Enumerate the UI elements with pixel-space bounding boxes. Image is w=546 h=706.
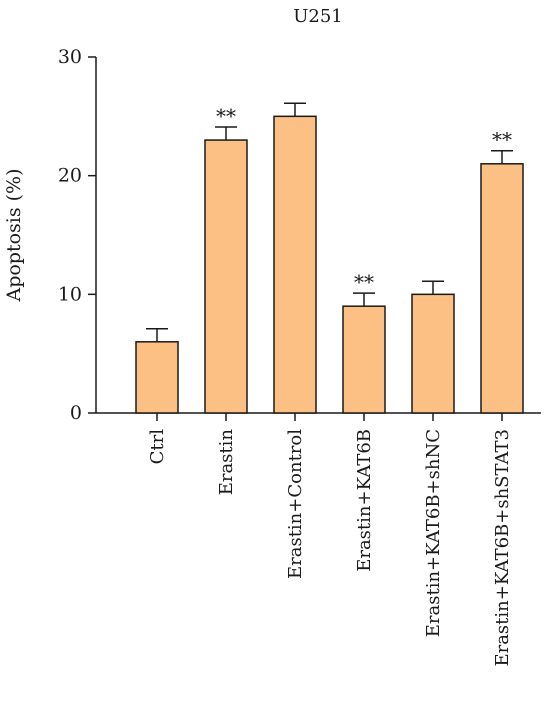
x-tick-label: Erastin+Control xyxy=(285,429,306,579)
x-tick-label: Erastin+KAT6B xyxy=(354,429,375,572)
y-tick-label: 20 xyxy=(58,165,82,187)
x-tick-label: Erastin+KAT6B+shNC xyxy=(423,429,444,637)
bar xyxy=(135,341,179,414)
bars-group xyxy=(135,102,524,414)
y-tick-label: 0 xyxy=(70,402,82,424)
significance-label: ** xyxy=(492,128,512,152)
significance-label: ** xyxy=(216,104,236,128)
x-tick-label: Ctrl xyxy=(147,429,168,465)
significance-label: ** xyxy=(354,270,374,294)
y-axis-label: Apoptosis (%) xyxy=(3,168,25,302)
x-tick-label: Erastin xyxy=(216,429,237,496)
bar xyxy=(411,293,455,414)
bar xyxy=(273,115,317,414)
bar xyxy=(480,163,524,414)
chart-title: U251 xyxy=(293,6,343,27)
y-tick-label: 30 xyxy=(58,46,82,68)
tick-labels-group: 0 10 20 30 Ctrl ** Erastin Erastin+Control ** Era… xyxy=(58,46,513,667)
bar xyxy=(342,305,386,414)
bar xyxy=(204,139,248,414)
y-tick-label: 10 xyxy=(58,283,82,305)
x-tick-label: Erastin+KAT6B+shSTAT3 xyxy=(492,429,513,667)
